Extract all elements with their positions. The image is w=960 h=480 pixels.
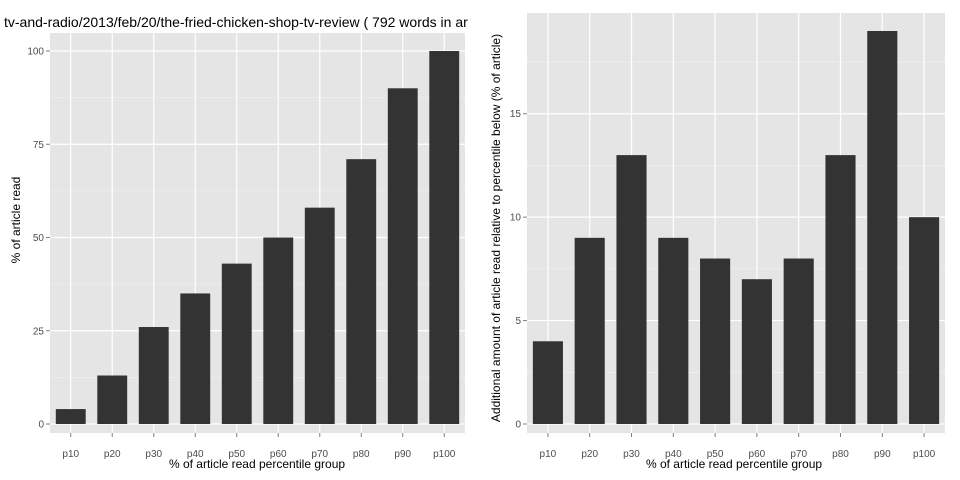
x-tick-label-p70: p70 — [311, 449, 328, 460]
x-tick-label-p10: p10 — [62, 449, 79, 460]
x-tick-label-p20: p20 — [581, 449, 598, 460]
x-axis-label: % of article read percentile group — [646, 457, 822, 471]
bar-p90 — [867, 31, 898, 424]
bar-p30 — [616, 155, 647, 424]
bar-p90 — [387, 88, 418, 425]
y-tick-label: 10 — [510, 213, 522, 224]
bar-p70 — [783, 258, 814, 424]
y-axis-label: Additional amount of article read relati… — [489, 34, 503, 422]
x-tick-label-p20: p20 — [104, 449, 121, 460]
x-tick-label-p30: p30 — [623, 449, 640, 460]
x-axis-label: % of article read percentile group — [169, 457, 345, 471]
bar-p60 — [263, 237, 294, 424]
x-tick-label-p30: p30 — [145, 449, 162, 460]
bar-p70 — [304, 207, 335, 424]
bar-p10 — [55, 409, 86, 424]
bar-p20 — [97, 375, 128, 424]
bar-p60 — [741, 279, 772, 424]
bar-p50 — [700, 258, 731, 424]
x-tick-label-p100: p100 — [433, 449, 456, 460]
x-tick-label-p90: p90 — [394, 449, 411, 460]
x-tick-label-p10: p10 — [540, 449, 557, 460]
left-chart: 0 25 50 75 100 p10 p20 p30 p40 p50 p60 p70 p80 p90 p10… — [9, 33, 465, 471]
x-tick-label-p60: p60 — [270, 449, 287, 460]
x-tick-label-p100: p100 — [913, 449, 936, 460]
x-tick-label-p70: p70 — [790, 449, 807, 460]
chart-title: tv-and-radio/2013/feb/20/the-fried-chick… — [4, 14, 468, 30]
bar-p10 — [532, 341, 563, 424]
bar-p50 — [221, 263, 252, 424]
x-tick-label-p80: p80 — [832, 449, 849, 460]
bar-p40 — [180, 293, 211, 424]
bar-p100 — [429, 51, 460, 424]
y-tick-label: 25 — [33, 326, 45, 337]
x-tick-label-p90: p90 — [874, 449, 891, 460]
bar-p100 — [909, 217, 940, 424]
x-tick-label-p50: p50 — [707, 449, 724, 460]
y-tick-label: 5 — [515, 316, 521, 327]
y-tick-label: 75 — [33, 140, 45, 151]
x-tick-label-p60: p60 — [749, 449, 766, 460]
bar-p30 — [138, 327, 169, 424]
bar-p20 — [574, 237, 605, 424]
x-tick-label-p40: p40 — [187, 449, 204, 460]
bar-p80 — [346, 159, 377, 425]
y-tick-label: 50 — [33, 233, 45, 244]
x-tick-label-p40: p40 — [665, 449, 682, 460]
y-tick-label: 0 — [515, 420, 521, 431]
x-tick-label-p50: p50 — [228, 449, 245, 460]
y-tick-label: 0 — [38, 420, 44, 431]
bar-p40 — [658, 237, 689, 424]
right-chart: 0 5 10 15 p10 p20 p30 p40 p50 p60 p70 p80 p90 p100 % o… — [489, 13, 945, 471]
y-tick-label: 100 — [27, 47, 44, 58]
bar-p80 — [825, 155, 856, 424]
x-tick-label-p80: p80 — [353, 449, 370, 460]
y-axis-label: % of article read — [9, 177, 23, 264]
y-tick-label: 15 — [510, 109, 522, 120]
